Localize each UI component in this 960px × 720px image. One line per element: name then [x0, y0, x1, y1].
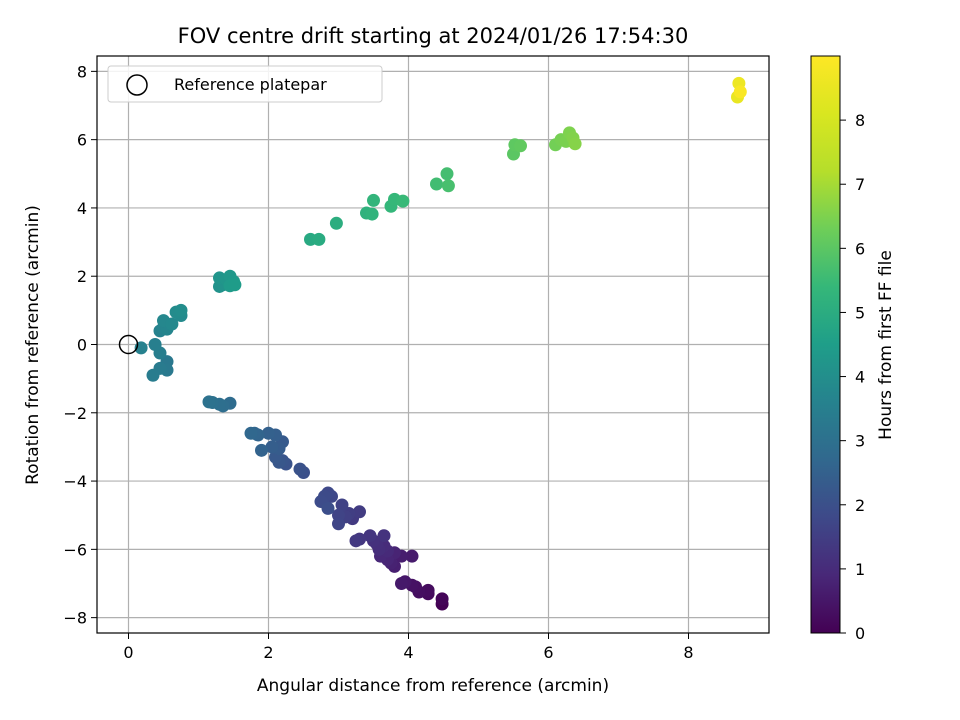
- data-point: [335, 498, 349, 512]
- data-point: [514, 139, 527, 153]
- chart-title: FOV centre drift starting at 2024/01/26 …: [178, 24, 689, 48]
- data-point: [441, 179, 455, 193]
- colorbar-tick-label: 2: [855, 496, 865, 515]
- data-point: [262, 426, 275, 440]
- data-point: [148, 338, 162, 351]
- data-point: [405, 549, 419, 563]
- data-point: [265, 440, 279, 454]
- data-point: [329, 216, 343, 230]
- y-tick-label: 0: [77, 336, 87, 355]
- colorbar-tick-label: 8: [855, 111, 865, 130]
- data-point: [202, 395, 216, 409]
- data-point: [293, 462, 307, 476]
- colorbar-tick-label: 7: [855, 175, 865, 194]
- colorbar-tick-label: 6: [855, 239, 865, 258]
- data-point: [174, 303, 188, 317]
- legend-box: [107, 65, 383, 103]
- data-point: [365, 207, 379, 221]
- x-tick-label: 8: [683, 643, 693, 662]
- colorbar-label: Hours from first FF file: [876, 250, 896, 440]
- data-point: [255, 443, 268, 457]
- colorbar-tick-label: 5: [855, 303, 865, 322]
- x-tick-label: 0: [123, 643, 133, 662]
- x-tick-label: 4: [403, 643, 413, 662]
- data-point: [395, 576, 408, 590]
- y-tick-label: 6: [77, 131, 87, 150]
- y-axis-label: Rotation from reference (arcmin): [23, 205, 43, 485]
- colorbar: [810, 55, 841, 634]
- data-point: [165, 317, 179, 331]
- x-tick-label: 6: [543, 643, 553, 662]
- data-point: [377, 529, 391, 543]
- data-point: [568, 137, 582, 151]
- legend-label: Reference platepar: [174, 75, 327, 94]
- data-point: [321, 501, 335, 515]
- data-point: [349, 534, 363, 548]
- data-point: [228, 278, 242, 292]
- y-tick-label: 8: [77, 62, 87, 81]
- reference-point: [118, 334, 139, 355]
- y-tick-label: −6: [63, 540, 87, 559]
- data-point: [244, 426, 258, 440]
- colorbar-tick-label: 0: [855, 624, 865, 643]
- colorbar-tick-label: 4: [855, 368, 865, 387]
- y-tick-label: −2: [63, 404, 87, 423]
- gridlines: [97, 56, 769, 633]
- data-point: [367, 193, 380, 207]
- x-axis-label: Angular distance from reference (arcmin): [257, 676, 609, 696]
- data-point: [312, 232, 326, 246]
- data-point: [440, 167, 454, 181]
- x-tick-label: 2: [263, 643, 273, 662]
- data-point: [430, 177, 443, 191]
- colorbar-ticks: 0 1 2 3 4 5 6 7 8: [840, 111, 865, 643]
- scatter-points: [134, 76, 747, 611]
- data-point: [146, 368, 160, 382]
- data-point: [363, 529, 377, 543]
- data-point: [396, 194, 410, 208]
- y-tick-label: 2: [77, 267, 87, 286]
- colorbar-tick-label: 1: [855, 560, 865, 579]
- data-point: [435, 592, 449, 606]
- colorbar-tick-label: 3: [855, 432, 865, 451]
- legend: Reference platepar: [107, 65, 383, 103]
- y-tick-label: −4: [63, 472, 87, 491]
- data-point: [733, 85, 747, 99]
- data-point: [353, 505, 366, 519]
- legend-marker-icon: [126, 74, 148, 96]
- y-axis-ticks: −8 −6 −4 −2 0 2 4 6 8: [63, 62, 97, 628]
- data-point: [332, 517, 345, 531]
- x-axis-ticks: 0 2 4 6 8: [123, 633, 694, 662]
- y-tick-label: −8: [63, 609, 87, 628]
- y-tick-label: 4: [77, 199, 87, 218]
